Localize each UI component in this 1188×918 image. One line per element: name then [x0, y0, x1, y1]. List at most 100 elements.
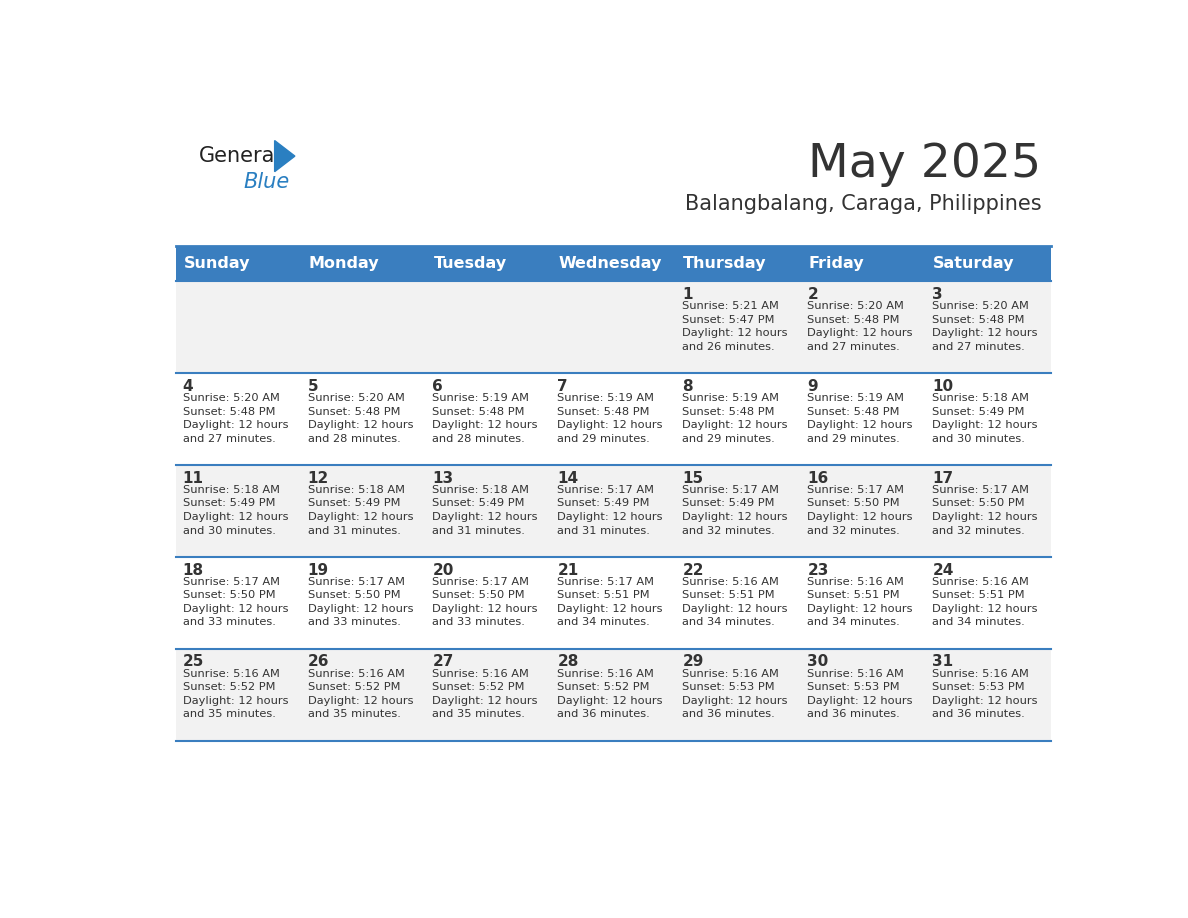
Text: Sunrise: 5:16 AM
Sunset: 5:51 PM
Daylight: 12 hours
and 34 minutes.: Sunrise: 5:16 AM Sunset: 5:51 PM Dayligh…	[933, 577, 1038, 628]
Bar	[676, 246, 801, 281]
Text: 17: 17	[933, 471, 954, 486]
Bar	[176, 465, 301, 557]
Text: Sunrise: 5:20 AM
Sunset: 5:48 PM
Daylight: 12 hours
and 28 minutes.: Sunrise: 5:20 AM Sunset: 5:48 PM Dayligh…	[308, 393, 413, 443]
Text: Sunrise: 5:16 AM
Sunset: 5:51 PM
Daylight: 12 hours
and 34 minutes.: Sunrise: 5:16 AM Sunset: 5:51 PM Dayligh…	[682, 577, 788, 628]
Text: Sunrise: 5:20 AM
Sunset: 5:48 PM
Daylight: 12 hours
and 27 minutes.: Sunrise: 5:20 AM Sunset: 5:48 PM Dayligh…	[808, 301, 912, 352]
Bar	[801, 373, 925, 465]
Text: 18: 18	[183, 563, 203, 577]
Bar	[301, 465, 426, 557]
Bar	[925, 649, 1051, 741]
Bar	[676, 281, 801, 373]
Text: Tuesday: Tuesday	[434, 256, 506, 271]
Text: Wednesday: Wednesday	[558, 256, 662, 271]
Text: 1: 1	[682, 286, 693, 302]
Bar	[301, 649, 426, 741]
Bar	[925, 373, 1051, 465]
Bar	[426, 373, 551, 465]
Text: 26: 26	[308, 655, 329, 669]
Text: 3: 3	[933, 286, 943, 302]
Text: Sunrise: 5:16 AM
Sunset: 5:52 PM
Daylight: 12 hours
and 35 minutes.: Sunrise: 5:16 AM Sunset: 5:52 PM Dayligh…	[183, 668, 287, 720]
Text: 12: 12	[308, 471, 329, 486]
Bar	[801, 465, 925, 557]
Bar	[426, 465, 551, 557]
Bar	[925, 557, 1051, 649]
Text: Sunrise: 5:17 AM
Sunset: 5:50 PM
Daylight: 12 hours
and 33 minutes.: Sunrise: 5:17 AM Sunset: 5:50 PM Dayligh…	[432, 577, 538, 628]
Text: Sunrise: 5:19 AM
Sunset: 5:48 PM
Daylight: 12 hours
and 29 minutes.: Sunrise: 5:19 AM Sunset: 5:48 PM Dayligh…	[557, 393, 663, 443]
Bar	[176, 649, 301, 741]
Text: Sunday: Sunday	[183, 256, 249, 271]
Text: May 2025: May 2025	[809, 142, 1042, 187]
Text: 14: 14	[557, 471, 579, 486]
Text: Sunrise: 5:17 AM
Sunset: 5:50 PM
Daylight: 12 hours
and 32 minutes.: Sunrise: 5:17 AM Sunset: 5:50 PM Dayligh…	[808, 485, 912, 535]
Text: Sunrise: 5:16 AM
Sunset: 5:52 PM
Daylight: 12 hours
and 36 minutes.: Sunrise: 5:16 AM Sunset: 5:52 PM Dayligh…	[557, 668, 663, 720]
Text: General: General	[200, 146, 282, 166]
Text: Balangbalang, Caraga, Philippines: Balangbalang, Caraga, Philippines	[685, 194, 1042, 214]
Text: Sunrise: 5:16 AM
Sunset: 5:53 PM
Daylight: 12 hours
and 36 minutes.: Sunrise: 5:16 AM Sunset: 5:53 PM Dayligh…	[933, 668, 1038, 720]
Text: Sunrise: 5:17 AM
Sunset: 5:49 PM
Daylight: 12 hours
and 31 minutes.: Sunrise: 5:17 AM Sunset: 5:49 PM Dayligh…	[557, 485, 663, 535]
Text: 10: 10	[933, 379, 954, 394]
Text: Sunrise: 5:18 AM
Sunset: 5:49 PM
Daylight: 12 hours
and 30 minutes.: Sunrise: 5:18 AM Sunset: 5:49 PM Dayligh…	[933, 393, 1038, 443]
Text: Sunrise: 5:17 AM
Sunset: 5:50 PM
Daylight: 12 hours
and 33 minutes.: Sunrise: 5:17 AM Sunset: 5:50 PM Dayligh…	[183, 577, 287, 628]
Bar	[676, 557, 801, 649]
Bar	[301, 373, 426, 465]
Text: 22: 22	[682, 563, 703, 577]
Text: Sunrise: 5:19 AM
Sunset: 5:48 PM
Daylight: 12 hours
and 29 minutes.: Sunrise: 5:19 AM Sunset: 5:48 PM Dayligh…	[808, 393, 912, 443]
Text: Saturday: Saturday	[934, 256, 1015, 271]
Bar	[551, 465, 676, 557]
Text: Sunrise: 5:20 AM
Sunset: 5:48 PM
Daylight: 12 hours
and 27 minutes.: Sunrise: 5:20 AM Sunset: 5:48 PM Dayligh…	[183, 393, 287, 443]
Bar	[426, 246, 551, 281]
Bar	[426, 557, 551, 649]
Bar	[925, 246, 1051, 281]
Text: 16: 16	[808, 471, 828, 486]
Text: Sunrise: 5:17 AM
Sunset: 5:49 PM
Daylight: 12 hours
and 32 minutes.: Sunrise: 5:17 AM Sunset: 5:49 PM Dayligh…	[682, 485, 788, 535]
Text: 20: 20	[432, 563, 454, 577]
Text: Sunrise: 5:19 AM
Sunset: 5:48 PM
Daylight: 12 hours
and 28 minutes.: Sunrise: 5:19 AM Sunset: 5:48 PM Dayligh…	[432, 393, 538, 443]
Bar	[551, 246, 676, 281]
Bar	[551, 557, 676, 649]
Text: Sunrise: 5:18 AM
Sunset: 5:49 PM
Daylight: 12 hours
and 31 minutes.: Sunrise: 5:18 AM Sunset: 5:49 PM Dayligh…	[308, 485, 413, 535]
Text: Sunrise: 5:17 AM
Sunset: 5:50 PM
Daylight: 12 hours
and 33 minutes.: Sunrise: 5:17 AM Sunset: 5:50 PM Dayligh…	[308, 577, 413, 628]
Text: 13: 13	[432, 471, 454, 486]
Text: 15: 15	[682, 471, 703, 486]
Text: 6: 6	[432, 379, 443, 394]
Text: Sunrise: 5:18 AM
Sunset: 5:49 PM
Daylight: 12 hours
and 31 minutes.: Sunrise: 5:18 AM Sunset: 5:49 PM Dayligh…	[432, 485, 538, 535]
Text: 30: 30	[808, 655, 828, 669]
Bar	[551, 281, 676, 373]
Text: Sunrise: 5:16 AM
Sunset: 5:52 PM
Daylight: 12 hours
and 35 minutes.: Sunrise: 5:16 AM Sunset: 5:52 PM Dayligh…	[432, 668, 538, 720]
Text: Sunrise: 5:19 AM
Sunset: 5:48 PM
Daylight: 12 hours
and 29 minutes.: Sunrise: 5:19 AM Sunset: 5:48 PM Dayligh…	[682, 393, 788, 443]
Bar	[801, 557, 925, 649]
Bar	[176, 373, 301, 465]
Bar	[301, 557, 426, 649]
Text: Friday: Friday	[808, 256, 864, 271]
Text: 19: 19	[308, 563, 329, 577]
Text: 24: 24	[933, 563, 954, 577]
Bar	[176, 246, 301, 281]
Text: Sunrise: 5:17 AM
Sunset: 5:50 PM
Daylight: 12 hours
and 32 minutes.: Sunrise: 5:17 AM Sunset: 5:50 PM Dayligh…	[933, 485, 1038, 535]
Text: 28: 28	[557, 655, 579, 669]
Text: 25: 25	[183, 655, 204, 669]
Text: Sunrise: 5:17 AM
Sunset: 5:51 PM
Daylight: 12 hours
and 34 minutes.: Sunrise: 5:17 AM Sunset: 5:51 PM Dayligh…	[557, 577, 663, 628]
Text: Sunrise: 5:16 AM
Sunset: 5:52 PM
Daylight: 12 hours
and 35 minutes.: Sunrise: 5:16 AM Sunset: 5:52 PM Dayligh…	[308, 668, 413, 720]
Text: 9: 9	[808, 379, 819, 394]
Text: Sunrise: 5:20 AM
Sunset: 5:48 PM
Daylight: 12 hours
and 27 minutes.: Sunrise: 5:20 AM Sunset: 5:48 PM Dayligh…	[933, 301, 1038, 352]
Bar	[925, 465, 1051, 557]
Polygon shape	[274, 140, 295, 172]
Bar	[676, 649, 801, 741]
Bar	[801, 649, 925, 741]
Bar	[301, 246, 426, 281]
Bar	[676, 373, 801, 465]
Text: Sunrise: 5:18 AM
Sunset: 5:49 PM
Daylight: 12 hours
and 30 minutes.: Sunrise: 5:18 AM Sunset: 5:49 PM Dayligh…	[183, 485, 287, 535]
Text: Blue: Blue	[244, 172, 290, 192]
Text: Sunrise: 5:21 AM
Sunset: 5:47 PM
Daylight: 12 hours
and 26 minutes.: Sunrise: 5:21 AM Sunset: 5:47 PM Dayligh…	[682, 301, 788, 352]
Text: 7: 7	[557, 379, 568, 394]
Bar	[925, 281, 1051, 373]
Text: 31: 31	[933, 655, 954, 669]
Text: Sunrise: 5:16 AM
Sunset: 5:53 PM
Daylight: 12 hours
and 36 minutes.: Sunrise: 5:16 AM Sunset: 5:53 PM Dayligh…	[808, 668, 912, 720]
Bar	[426, 281, 551, 373]
Bar	[426, 649, 551, 741]
Text: 11: 11	[183, 471, 203, 486]
Text: Sunrise: 5:16 AM
Sunset: 5:51 PM
Daylight: 12 hours
and 34 minutes.: Sunrise: 5:16 AM Sunset: 5:51 PM Dayligh…	[808, 577, 912, 628]
Text: 5: 5	[308, 379, 318, 394]
Bar	[551, 649, 676, 741]
Text: 21: 21	[557, 563, 579, 577]
